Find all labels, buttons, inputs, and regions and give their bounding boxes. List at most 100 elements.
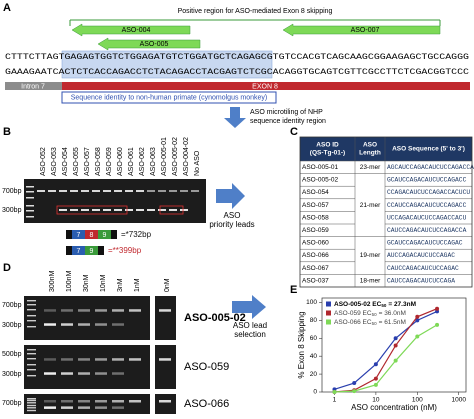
- ladder-band: [27, 358, 36, 360]
- table-frame: [299, 136, 473, 288]
- exon-box: [85, 246, 98, 255]
- aso-id: ASO-060: [302, 240, 329, 247]
- aso-length: 21-mer: [360, 202, 381, 209]
- exon-label: 7: [77, 248, 81, 255]
- data-point: [415, 314, 420, 319]
- legend-sub: 50: [372, 312, 378, 317]
- lane-label: 10nM: [100, 274, 107, 292]
- legend-swatch: [326, 319, 331, 325]
- lane-label: No ASO: [194, 150, 201, 176]
- lane-label: ASO-060: [117, 147, 124, 176]
- aso-sequence: CCAGACAUCUCCAGACCACUCU: [387, 189, 470, 196]
- gel-band: [103, 190, 111, 192]
- aso-id: ASO-054: [302, 189, 329, 196]
- exon-box: [111, 230, 117, 239]
- ladder-band: [26, 210, 34, 212]
- intron-bar: [5, 82, 62, 90]
- arrow-label: ASO: [224, 211, 241, 220]
- ladder-band: [27, 309, 36, 311]
- legend-swatch: [326, 310, 331, 316]
- lane-label: ASO-052: [40, 147, 47, 176]
- gel-band: [44, 372, 56, 375]
- legend-sub: 50: [372, 321, 378, 326]
- plot-frame: [321, 297, 467, 393]
- aso-label: ASO-059: [184, 361, 229, 373]
- legend-value: = 61.5nM: [379, 319, 406, 326]
- band-highlight: [159, 205, 184, 215]
- gel-band: [61, 400, 73, 403]
- legend-name: ASO-005-02 EC: [334, 301, 382, 308]
- ladder-band: [27, 304, 36, 306]
- gel-band: [78, 400, 90, 403]
- y-tick-label: 20: [310, 371, 318, 378]
- ladder-band: [26, 216, 34, 218]
- lane-label: 0nM: [164, 278, 171, 292]
- gel-band: [112, 358, 124, 361]
- panel-letter: E: [290, 284, 297, 296]
- gel-band: [125, 209, 133, 211]
- panel-letter: B: [3, 126, 11, 138]
- aso-id: ASO-037: [302, 277, 329, 284]
- arrow-label: priority leads: [209, 220, 254, 229]
- gel-gap: [150, 345, 155, 389]
- lane-label: 3nM: [117, 278, 124, 292]
- aso-label: ASO-005-02: [184, 312, 246, 324]
- gel-band: [180, 190, 188, 192]
- gel-band: [37, 190, 45, 192]
- ladder-band: [27, 375, 36, 377]
- exon-label: 7: [77, 232, 81, 239]
- gel-band: [136, 209, 144, 211]
- lane-label: ASO-058: [95, 147, 102, 176]
- panel-letter: A: [3, 2, 11, 14]
- aso-id: ASO-005-01: [302, 164, 339, 171]
- table-header-text: (QS-Tg-01-): [310, 150, 345, 157]
- exon-label: EXON 8: [252, 83, 278, 90]
- lane-label: ASO-055: [73, 147, 80, 176]
- y-tick-label: 0: [313, 389, 317, 396]
- x-axis-label: ASO concentration (nM): [351, 403, 437, 412]
- identity-highlight: [61, 50, 273, 79]
- gel-band: [78, 309, 90, 312]
- lane-label: ASO-005-01: [161, 137, 168, 176]
- arrow: [216, 183, 245, 209]
- panel-letter: C: [290, 126, 298, 138]
- ladder-band: [27, 326, 36, 328]
- lane-label: ASO-005-02: [172, 137, 179, 176]
- gel-band: [70, 209, 78, 211]
- gel-band: [61, 406, 73, 409]
- sequence: GAAAGAATCACTCTCACCAGACCTCTACAGACCTACGAGT…: [5, 68, 469, 77]
- data-point: [373, 362, 378, 367]
- gel-band: [78, 358, 90, 361]
- data-point: [435, 322, 440, 327]
- gel-band: [158, 209, 166, 211]
- gel-band: [103, 209, 111, 211]
- aso-label: ASO-066: [184, 398, 229, 410]
- gel-band: [78, 372, 90, 375]
- exon-box: [66, 230, 72, 239]
- data-point: [352, 389, 357, 394]
- gel-band: [136, 190, 144, 192]
- aso-sequence: GCAUCCAGACAUCUCCAGACC: [387, 177, 467, 184]
- gel-band: [44, 406, 56, 409]
- y-axis-label: % Exon 8 Skipping: [297, 311, 306, 378]
- legend-entry: ASO-059 EC50 = 36.0nM: [334, 310, 406, 317]
- legend-value: = 36.0nM: [379, 310, 406, 317]
- gel-band: [81, 209, 89, 211]
- aso-length: 19-mer: [360, 252, 381, 259]
- marker-label: 700bp: [2, 400, 22, 407]
- exon-box: [85, 230, 98, 239]
- gel-band: [112, 406, 124, 409]
- gel-band: [95, 372, 107, 375]
- gel-band: [61, 309, 73, 312]
- ladder-band: [27, 300, 36, 302]
- arrow-label: selection: [234, 330, 266, 339]
- panel-letter: D: [3, 262, 11, 274]
- gel-band: [112, 372, 124, 375]
- arrow-label: sequence identity region: [250, 118, 326, 125]
- data-point: [373, 382, 378, 387]
- x-tick-label: 1000: [451, 397, 466, 404]
- data-point: [373, 376, 378, 381]
- gel-band: [125, 190, 133, 192]
- gel-band: [112, 400, 124, 403]
- data-point: [415, 318, 420, 323]
